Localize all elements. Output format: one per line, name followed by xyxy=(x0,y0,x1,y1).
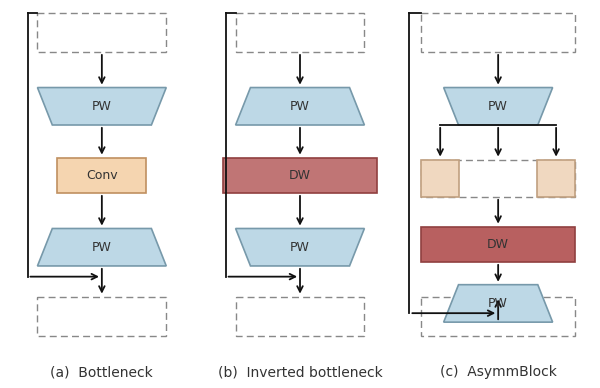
Text: DW: DW xyxy=(289,169,311,182)
Text: DW: DW xyxy=(487,238,509,251)
Polygon shape xyxy=(236,229,364,266)
Polygon shape xyxy=(37,88,166,125)
Bar xyxy=(223,158,377,193)
Polygon shape xyxy=(37,229,166,266)
Bar xyxy=(421,13,575,52)
Bar xyxy=(37,296,166,336)
Text: PW: PW xyxy=(488,100,508,113)
Bar xyxy=(57,158,146,193)
Text: (b)  Inverted bottleneck: (b) Inverted bottleneck xyxy=(218,365,382,379)
Text: PW: PW xyxy=(488,297,508,310)
Text: PW: PW xyxy=(92,100,112,113)
Bar xyxy=(37,13,166,52)
Polygon shape xyxy=(443,285,553,322)
Bar xyxy=(421,227,575,262)
Bar xyxy=(236,13,364,52)
Bar xyxy=(537,159,575,197)
Bar xyxy=(421,296,575,336)
Text: (a)  Bottleneck: (a) Bottleneck xyxy=(50,365,153,379)
Text: (c)  AsymmBlock: (c) AsymmBlock xyxy=(440,365,557,379)
Text: PW: PW xyxy=(290,100,310,113)
Bar xyxy=(421,159,459,197)
Polygon shape xyxy=(443,88,553,125)
Bar xyxy=(421,159,575,197)
Text: PW: PW xyxy=(290,241,310,254)
Polygon shape xyxy=(236,88,364,125)
Bar xyxy=(236,296,364,336)
Text: PW: PW xyxy=(92,241,112,254)
Text: Conv: Conv xyxy=(86,169,118,182)
